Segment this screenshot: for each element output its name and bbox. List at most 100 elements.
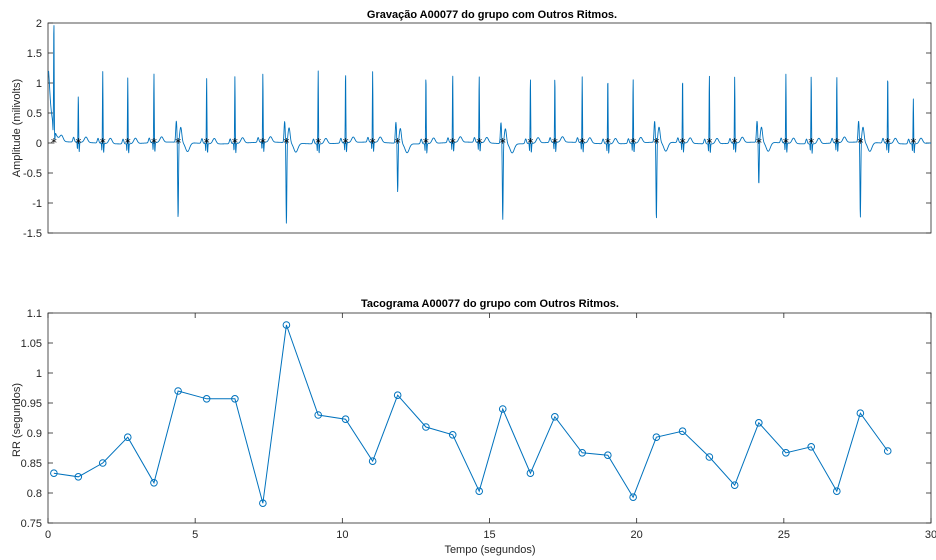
r-peak-marker: * — [756, 136, 762, 150]
r-peak-marker: * — [834, 136, 840, 150]
r-peak-marker: * — [653, 136, 659, 150]
tachogram-ytick-label: 0.75 — [21, 518, 42, 530]
r-peak-marker: * — [706, 136, 712, 150]
tachogram-xtick-label: 10 — [336, 529, 348, 541]
rr-point — [526, 469, 535, 478]
rr-point — [282, 321, 291, 329]
ecg-r-peak-markers: * * * * * * * * * * * * * * * * * * * * * * * * * * * * * * * * * * — [51, 136, 916, 150]
tachogram-ytick-label: 0.8 — [27, 488, 42, 500]
r-peak-marker: * — [151, 136, 157, 150]
r-peak-marker: * — [100, 136, 106, 150]
r-peak-marker: * — [732, 136, 738, 150]
ecg-ytick-label: 1 — [36, 78, 42, 90]
rr-point — [755, 419, 763, 427]
rr-point — [652, 433, 661, 442]
rr-point — [730, 481, 739, 490]
rr-point — [74, 473, 83, 481]
r-peak-marker: * — [527, 136, 533, 150]
r-peak-marker: * — [343, 136, 349, 150]
rr-point — [551, 413, 559, 421]
rr-point — [807, 443, 816, 451]
rr-point — [448, 431, 457, 439]
r-peak-marker: * — [423, 136, 429, 150]
rr-point — [678, 427, 687, 436]
rr-point — [498, 405, 507, 413]
tachogram-title: Tacograma A00077 do grupo com Outros Rit… — [361, 298, 619, 310]
tachogram-ytick-label: 0.95 — [21, 398, 42, 410]
tachogram-ytick-label: 1 — [36, 368, 42, 380]
tachogram-ytick-label: 0.85 — [21, 458, 42, 470]
r-peak-marker: * — [260, 136, 266, 150]
r-peak-marker: * — [605, 136, 611, 150]
ecg-ytick-label: 2 — [36, 18, 42, 30]
r-peak-marker: * — [500, 136, 506, 150]
rr-point — [578, 449, 587, 457]
rr-point — [629, 493, 637, 502]
tachogram-xtick-label: 0 — [45, 529, 51, 541]
ecg-ytick-label: -0.5 — [23, 168, 42, 180]
r-peak-marker: * — [680, 136, 686, 150]
r-peak-marker: * — [450, 136, 456, 150]
r-peak-marker: * — [910, 136, 916, 150]
tachogram-ytick-label: 0.9 — [27, 428, 42, 440]
ecg-ylabel: Amplitude (milivolts) — [11, 79, 23, 177]
ecg-axes: Gravação A00077 do grupo com Outros Ritm… — [11, 9, 932, 240]
rr-point — [475, 487, 483, 496]
rr-point — [50, 469, 58, 478]
rr-point — [202, 395, 211, 403]
r-peak-marker: * — [175, 136, 181, 150]
ecg-ytick-label: -1.5 — [23, 228, 42, 240]
ecg-plot-box — [47, 22, 932, 234]
rr-point — [833, 487, 841, 496]
ecg-ytick-label: 0 — [36, 138, 42, 150]
r-peak-marker: * — [315, 136, 321, 150]
tachogram-ylabel: RR (segundos) — [11, 383, 23, 457]
r-peak-marker: * — [204, 136, 210, 150]
rr-point — [231, 395, 239, 403]
r-peak-marker: * — [370, 136, 376, 150]
rr-point — [856, 409, 865, 418]
rr-point — [314, 411, 322, 419]
rr-point — [422, 423, 430, 431]
r-peak-marker: * — [579, 136, 585, 150]
r-peak-marker: * — [75, 136, 81, 150]
rr-point — [883, 447, 892, 455]
ecg-ytick-label: 1.5 — [27, 48, 42, 60]
rr-point — [705, 453, 714, 461]
rr-points — [50, 321, 892, 508]
ecg-title: Gravação A00077 do grupo com Outros Ritm… — [367, 9, 617, 21]
r-peak-marker: * — [232, 136, 238, 150]
r-peak-marker: * — [51, 136, 57, 150]
r-peak-marker: * — [125, 136, 131, 150]
ecg-y-ticks: -1.5 -1 -0.5 0 0.5 1 1.5 2 — [23, 18, 931, 240]
rr-point — [259, 499, 267, 508]
rr-point — [98, 459, 107, 467]
tachogram-ytick-label: 1.05 — [21, 338, 42, 350]
r-peak-marker: * — [283, 136, 289, 150]
tachogram-x-ticks: 0 5 10 15 20 25 30 — [45, 313, 936, 541]
tachogram-xtick-label: 5 — [192, 529, 198, 541]
ecg-trace-line — [48, 25, 932, 224]
tachogram-xtick-label: 15 — [483, 529, 495, 541]
tachogram-plot-box — [47, 312, 932, 524]
tachogram-xtick-label: 20 — [631, 529, 643, 541]
r-peak-marker: * — [857, 136, 863, 150]
tachogram-axes: Tacograma A00077 do grupo com Outros Rit… — [11, 298, 936, 556]
r-peak-marker: * — [885, 136, 891, 150]
rr-point — [393, 391, 402, 400]
r-peak-marker: * — [476, 136, 482, 150]
r-peak-marker: * — [395, 136, 401, 150]
rr-point — [150, 479, 158, 487]
tachogram-xtick-label: 30 — [925, 529, 936, 541]
rr-point — [368, 457, 377, 466]
ecg-ytick-label: -1 — [32, 198, 42, 210]
rr-point — [174, 387, 182, 395]
r-peak-marker: * — [552, 136, 558, 150]
rr-series-line — [53, 324, 889, 504]
tachogram-y-ticks: 0.75 0.8 0.85 0.9 0.95 1 1.05 1.1 — [21, 308, 931, 530]
tachogram-xlabel: Tempo (segundos) — [444, 544, 535, 556]
rr-point — [782, 449, 790, 457]
tachogram-ytick-label: 1.1 — [27, 308, 42, 320]
r-peak-marker: * — [783, 136, 789, 150]
